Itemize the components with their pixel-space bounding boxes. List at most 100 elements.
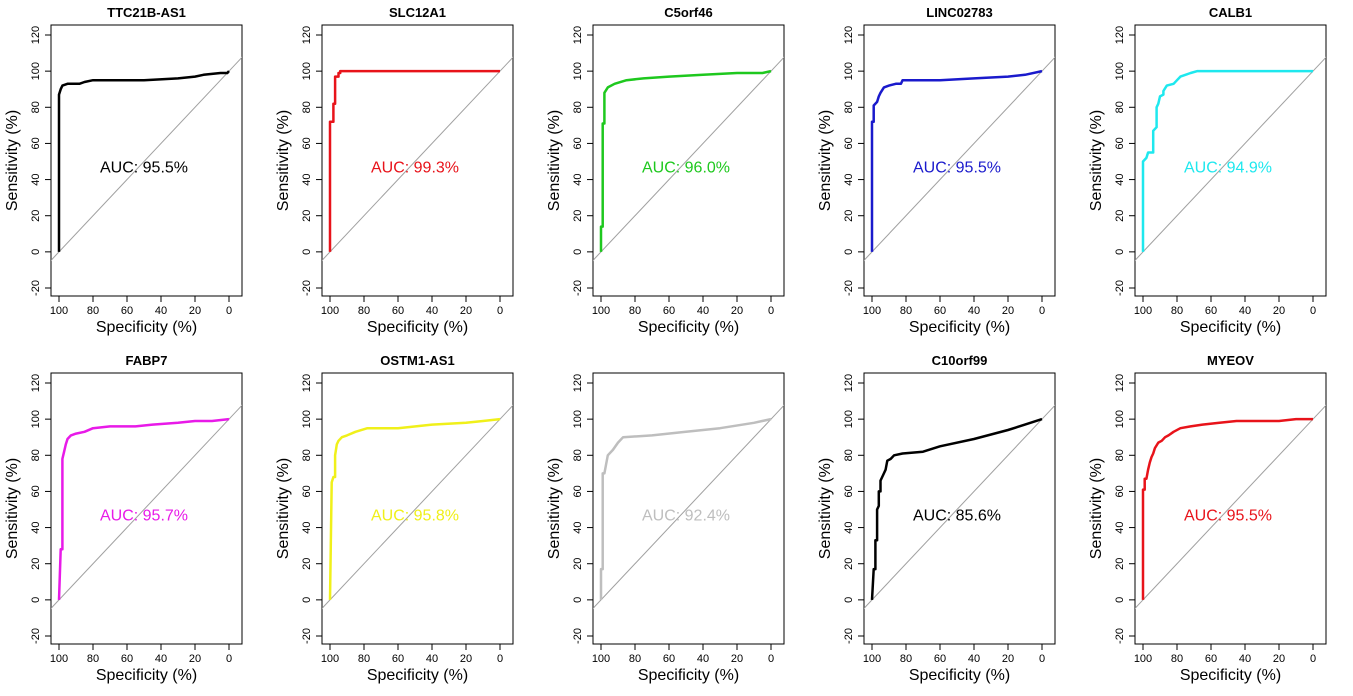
y-tick-label: 40 — [572, 173, 584, 185]
panel-title: LINC02783 — [926, 5, 992, 20]
y-tick-label: 100 — [30, 62, 42, 80]
y-tick-label: 60 — [301, 485, 313, 497]
y-tick-label: 120 — [301, 374, 313, 392]
reference-diagonal — [1135, 56, 1326, 262]
x-axis-label: Specificity (%) — [1180, 667, 1281, 684]
y-axis-label: Sensitivity (%) — [1088, 110, 1105, 211]
y-tick-label: 120 — [843, 26, 855, 44]
y-tick-label: 20 — [572, 558, 584, 570]
x-tick-label: 20 — [1273, 653, 1285, 665]
panel-title: C5orf46 — [664, 5, 712, 20]
y-tick-label: 100 — [1114, 410, 1126, 428]
x-tick-label: 40 — [1239, 653, 1251, 665]
plot-frame — [863, 372, 1056, 645]
x-tick-label: 80 — [87, 305, 99, 317]
y-tick-label: 120 — [843, 374, 855, 392]
x-tick-label: 80 — [358, 653, 370, 665]
x-axis-label: Specificity (%) — [638, 319, 739, 336]
auc-label: AUC: 85.6% — [913, 507, 1001, 524]
y-tick-label: 40 — [301, 521, 313, 533]
roc-panel: CALB1 -20 0 20 40 60 80 100 120 100 80 60 40 20 0 Speci… — [1088, 5, 1327, 336]
x-tick-label: 20 — [1002, 653, 1014, 665]
y-axis-label: Sensitivity (%) — [275, 458, 292, 559]
y-tick-label: 60 — [572, 485, 584, 497]
y-tick-label: 100 — [843, 62, 855, 80]
x-tick-label: 80 — [1171, 653, 1183, 665]
y-axis-label: Sensitivity (%) — [1088, 458, 1105, 559]
y-tick-label: 60 — [1114, 137, 1126, 149]
x-tick-label: 20 — [731, 305, 743, 317]
y-tick-label: 20 — [572, 210, 584, 222]
y-tick-label: 20 — [30, 210, 42, 222]
y-tick-label: -20 — [30, 628, 42, 644]
x-tick-label: 60 — [121, 653, 133, 665]
roc-panel: TTC21B-AS1 -20 0 20 40 60 80 100 120 100 80 60 40 20 0… — [4, 5, 243, 336]
x-tick-label: 100 — [592, 305, 610, 317]
y-tick-label: 40 — [30, 173, 42, 185]
y-tick-label: 40 — [843, 521, 855, 533]
x-tick-label: 0 — [497, 653, 503, 665]
y-tick-label: 40 — [301, 173, 313, 185]
roc-panel: C10orf99 -20 0 20 40 60 80 100 120 100 80 60 40 20 0 Sp… — [817, 353, 1056, 684]
y-axis-label: Sensitivity (%) — [546, 110, 563, 211]
y-tick-label: 120 — [30, 374, 42, 392]
x-tick-label: 40 — [968, 305, 980, 317]
y-tick-label: 120 — [1114, 26, 1126, 44]
plot-frame — [321, 24, 514, 297]
y-tick-label: 120 — [1114, 374, 1126, 392]
roc-curve — [328, 417, 501, 600]
x-tick-label: 80 — [1171, 305, 1183, 317]
y-tick-label: -20 — [301, 628, 313, 644]
y-tick-label: 20 — [843, 558, 855, 570]
x-tick-label: 20 — [1273, 305, 1285, 317]
x-tick-label: 0 — [226, 305, 232, 317]
y-tick-label: -20 — [572, 280, 584, 296]
reference-diagonal — [322, 56, 513, 262]
x-axis-label: Specificity (%) — [367, 319, 468, 336]
y-tick-label: 80 — [843, 101, 855, 113]
auc-label: AUC: 95.8% — [371, 507, 459, 524]
y-tick-label: 80 — [843, 449, 855, 461]
y-tick-label: 60 — [843, 485, 855, 497]
x-tick-label: 80 — [87, 653, 99, 665]
x-tick-label: 80 — [900, 305, 912, 317]
y-tick-label: 40 — [1114, 173, 1126, 185]
roc-curve — [1141, 417, 1313, 600]
y-tick-label: 40 — [30, 521, 42, 533]
y-tick-label: 20 — [301, 558, 313, 570]
y-tick-label: 80 — [301, 449, 313, 461]
x-tick-label: 20 — [189, 305, 201, 317]
y-tick-label: 40 — [843, 173, 855, 185]
x-tick-label: 100 — [1134, 653, 1152, 665]
roc-panel: MYEOV -20 0 20 40 60 80 100 120 100 80 60 40 20 0 Speci… — [1088, 353, 1327, 684]
x-tick-label: 20 — [460, 305, 472, 317]
auc-label: AUC: 99.3% — [371, 159, 459, 176]
reference-diagonal — [864, 56, 1055, 262]
x-tick-label: 100 — [1134, 305, 1152, 317]
y-tick-label: 0 — [843, 249, 855, 255]
x-axis-label: Specificity (%) — [638, 667, 739, 684]
roc-curve — [57, 417, 230, 600]
y-tick-label: 20 — [301, 210, 313, 222]
reference-diagonal — [322, 404, 513, 610]
panel-title: SLC12A1 — [389, 5, 446, 20]
plot-frame — [50, 372, 243, 645]
plot-frame — [1134, 372, 1327, 645]
x-tick-label: 40 — [155, 305, 167, 317]
roc-curve — [870, 417, 1043, 600]
roc-panel: FABP7 -20 0 20 40 60 80 100 120 100 80 60 40 20 0 Speci… — [4, 353, 243, 684]
reference-diagonal — [593, 404, 784, 610]
plot-frame — [863, 24, 1056, 297]
y-tick-label: 100 — [301, 410, 313, 428]
y-tick-label: 0 — [301, 597, 313, 603]
y-tick-label: 80 — [572, 449, 584, 461]
x-tick-label: 60 — [1205, 653, 1217, 665]
x-tick-label: 40 — [968, 653, 980, 665]
x-axis-label: Specificity (%) — [909, 667, 1010, 684]
plot-frame — [592, 24, 785, 297]
panel-title: MYEOV — [1207, 353, 1254, 368]
y-tick-label: 0 — [843, 597, 855, 603]
y-tick-label: 80 — [301, 101, 313, 113]
y-tick-label: 0 — [30, 597, 42, 603]
y-tick-label: 120 — [301, 26, 313, 44]
